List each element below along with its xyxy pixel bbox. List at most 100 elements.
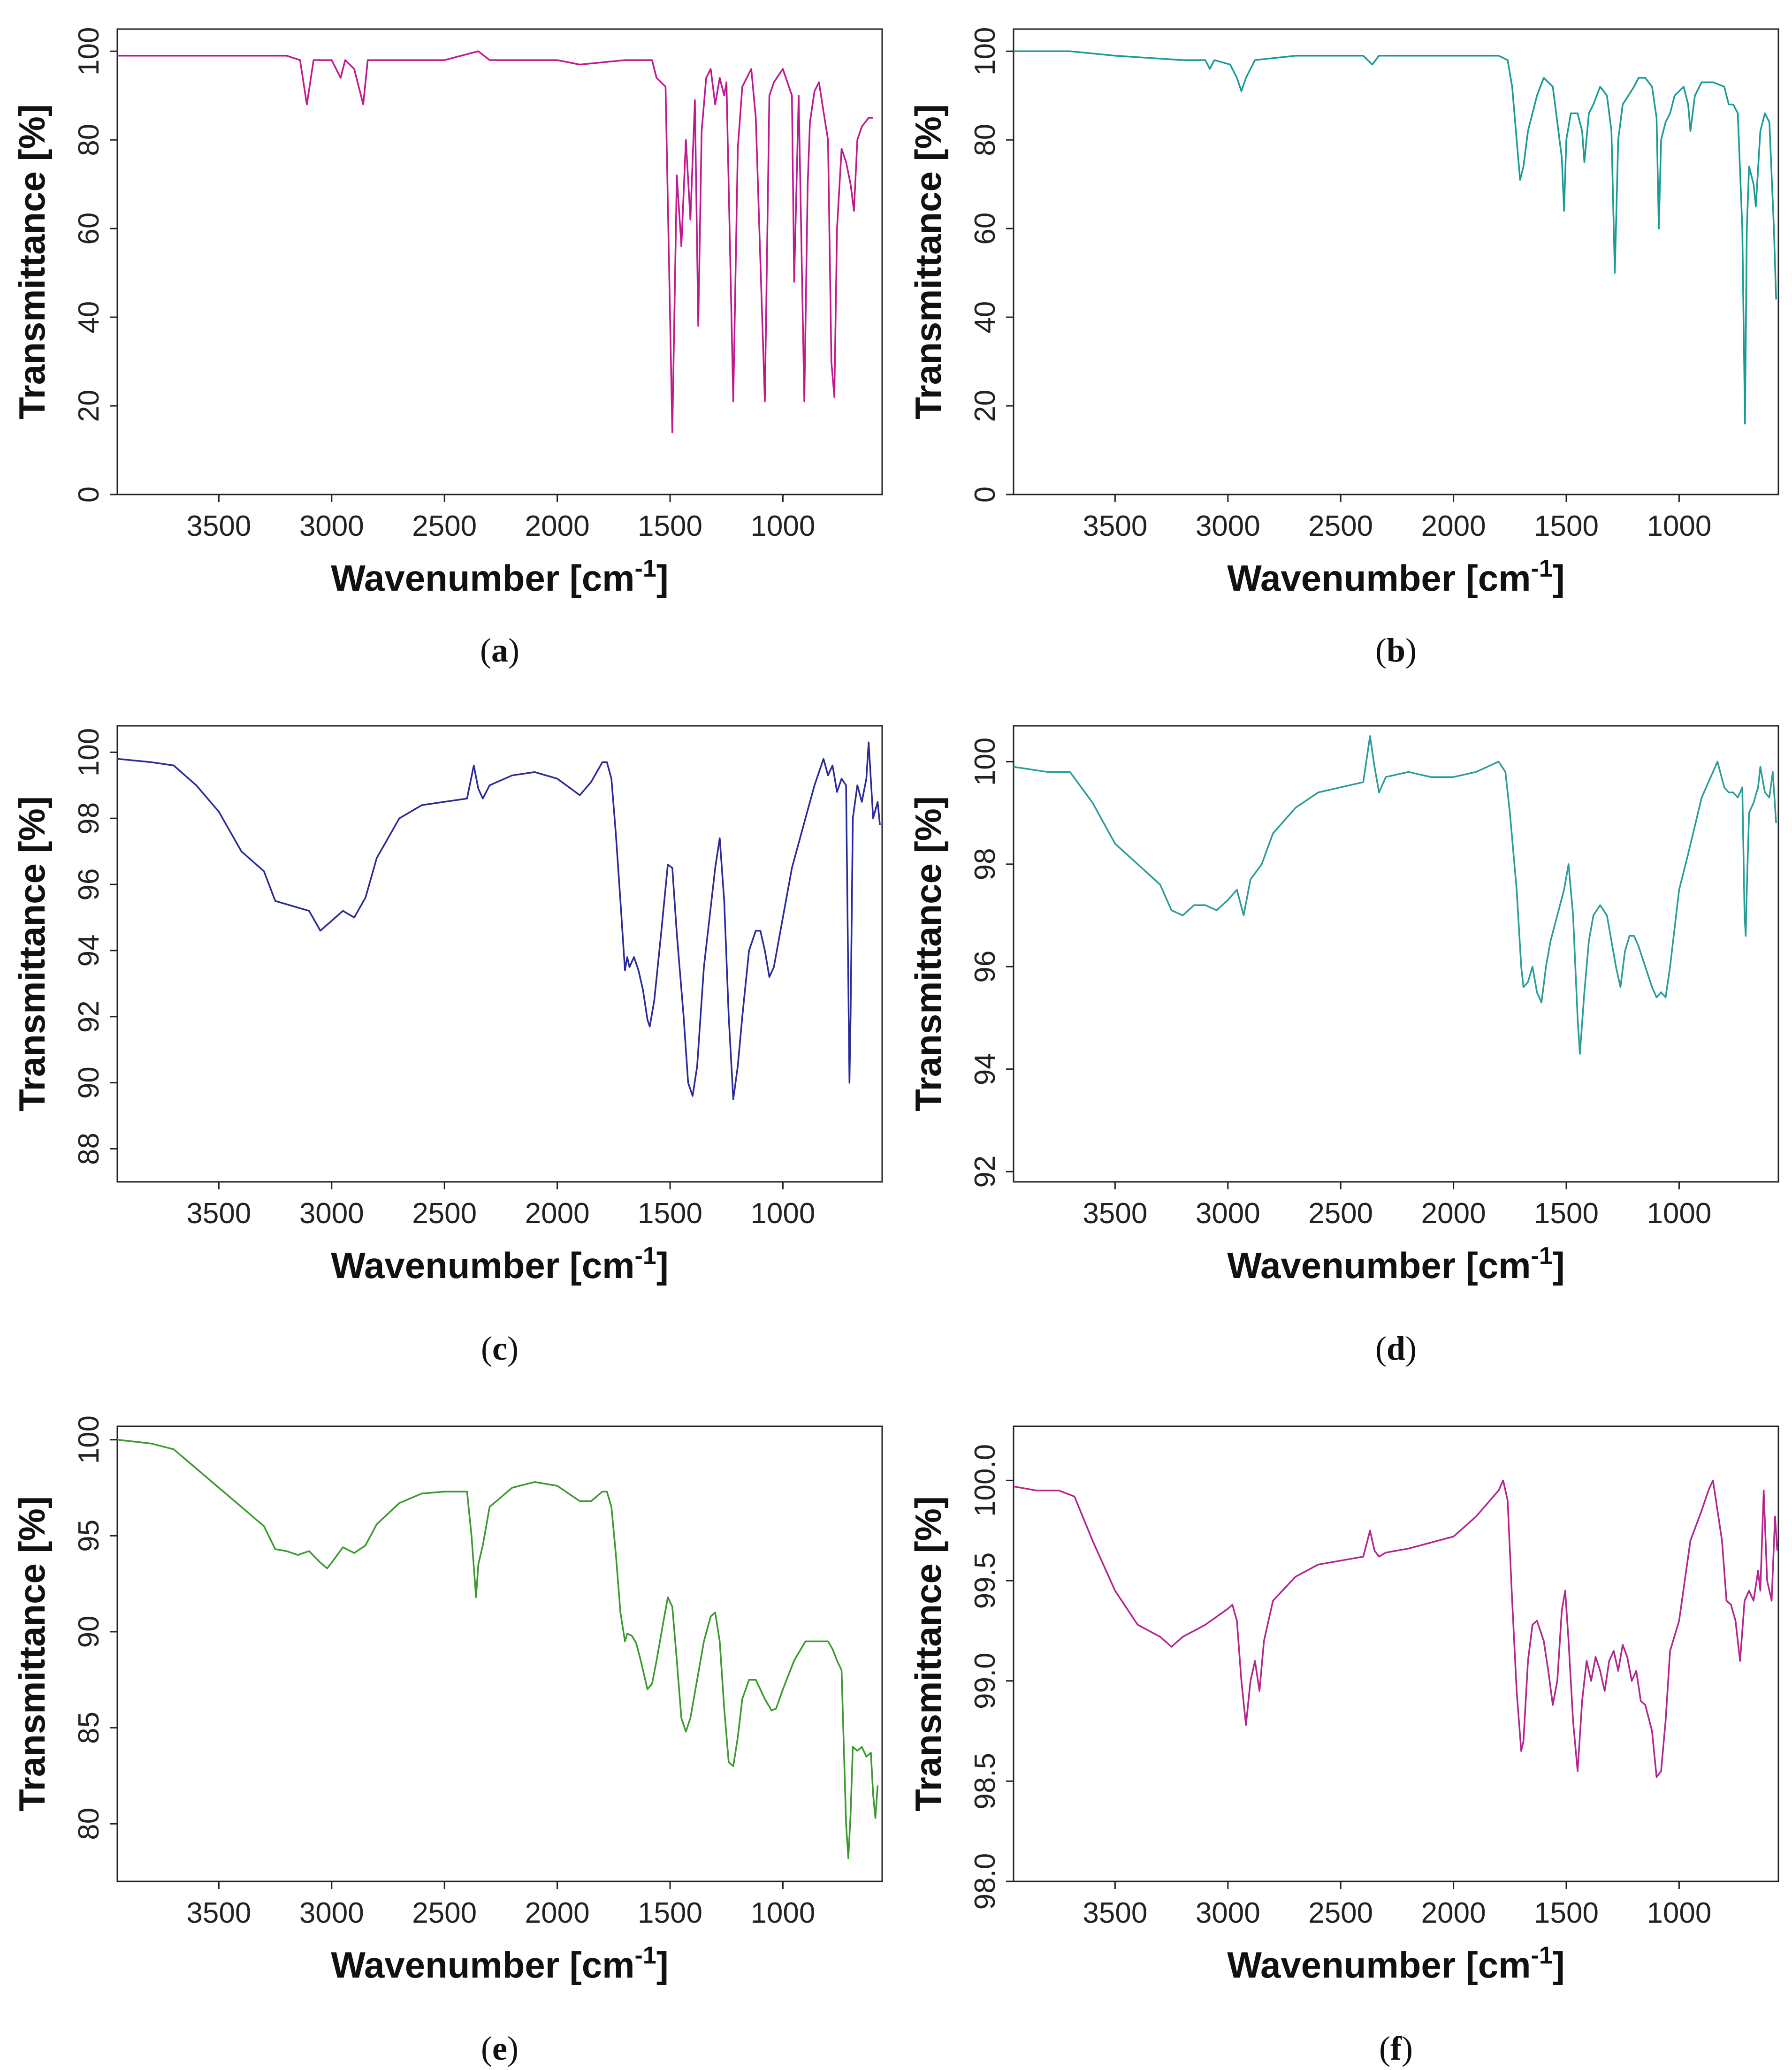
- plot-frame: [116, 1425, 883, 1882]
- y-tick-label: 60: [969, 213, 1001, 245]
- x-tick-label: 2500: [412, 1197, 477, 1230]
- series-line-f: [1013, 1479, 1778, 1778]
- y-tick-label: 98: [73, 802, 105, 835]
- x-tick-label: 2500: [1308, 1197, 1373, 1230]
- x-axis-label: Wavenumber [cm-1]: [331, 555, 669, 599]
- x-tick-label: 3000: [1196, 510, 1260, 542]
- panel-caption-b: (b): [1375, 632, 1417, 669]
- x-tick-label: 1000: [1647, 1197, 1711, 1230]
- series-line-a: [117, 50, 873, 434]
- x-tick-label: 2000: [525, 1197, 590, 1230]
- panel-caption-a: (a): [480, 632, 519, 669]
- plot-frame: [116, 28, 883, 495]
- panel-caption-f: (f): [1379, 2030, 1413, 2067]
- series-line-d: [1013, 735, 1777, 1055]
- x-tick-label: 3500: [1083, 1897, 1147, 1929]
- y-axis-label: Transmittance [%]: [11, 104, 53, 419]
- x-tick-label: 2000: [1421, 1197, 1486, 1230]
- panel-caption-d: (d): [1375, 1330, 1417, 1367]
- y-tick-label: 94: [73, 934, 105, 967]
- y-tick-label: 92: [73, 1000, 105, 1033]
- y-tick-label: 96: [73, 868, 105, 901]
- y-axis-label: Transmittance [%]: [11, 796, 53, 1111]
- y-tick-label: 100: [969, 738, 1001, 786]
- y-tick-label: 80: [73, 124, 105, 156]
- x-tick-label: 1500: [1534, 510, 1599, 542]
- y-axis-label: Transmittance [%]: [907, 1496, 949, 1811]
- y-tick-label: 60: [73, 213, 105, 245]
- x-tick-label: 3500: [1083, 510, 1147, 542]
- plot-frame: [1013, 1425, 1779, 1882]
- y-axis-label: Transmittance [%]: [907, 104, 949, 419]
- y-tick-label: 100: [73, 27, 105, 76]
- y-axis-label: Transmittance [%]: [907, 796, 949, 1111]
- x-tick-label: 1000: [750, 510, 815, 542]
- y-tick-label: 99.0: [969, 1652, 1001, 1709]
- x-tick-label: 3000: [299, 510, 364, 542]
- y-tick-label: 98.5: [969, 1753, 1001, 1810]
- x-tick-label: 1000: [1647, 1897, 1711, 1929]
- y-tick-label: 80: [969, 124, 1001, 156]
- y-tick-label: 0: [73, 487, 105, 502]
- x-tick-label: 1000: [750, 1197, 815, 1230]
- x-tick-label: 1000: [1647, 510, 1711, 542]
- x-tick-label: 1500: [638, 510, 702, 542]
- y-tick-label: 100: [969, 27, 1001, 76]
- x-tick-label: 2000: [525, 510, 590, 542]
- plot-frame: [1013, 725, 1779, 1183]
- x-tick-label: 2500: [412, 1897, 477, 1929]
- y-tick-label: 99.5: [969, 1552, 1001, 1609]
- y-tick-label: 20: [969, 390, 1001, 422]
- y-tick-label: 85: [73, 1712, 105, 1744]
- x-tick-label: 1500: [638, 1897, 702, 1929]
- y-tick-label: 0: [969, 487, 1001, 502]
- y-tick-label: 90: [73, 1066, 105, 1099]
- x-tick-label: 3500: [186, 1897, 251, 1929]
- plot-frame: [1013, 28, 1779, 495]
- panel-caption-e: (e): [481, 2030, 519, 2067]
- y-tick-label: 92: [969, 1156, 1001, 1188]
- y-tick-label: 98: [969, 848, 1001, 880]
- x-axis-label: Wavenumber [cm-1]: [1227, 1942, 1565, 1986]
- y-tick-label: 80: [73, 1808, 105, 1840]
- x-axis-label: Wavenumber [cm-1]: [1227, 555, 1565, 599]
- x-tick-label: 3500: [186, 510, 251, 542]
- x-tick-label: 2000: [1421, 510, 1486, 542]
- y-tick-label: 96: [969, 951, 1001, 983]
- x-axis-label: Wavenumber [cm-1]: [1227, 1242, 1565, 1286]
- x-tick-label: 2500: [412, 510, 477, 542]
- y-tick-label: 100.0: [969, 1444, 1001, 1517]
- y-tick-label: 95: [73, 1520, 105, 1552]
- x-tick-label: 2000: [1421, 1897, 1486, 1929]
- y-axis-label: Transmittance [%]: [11, 1496, 53, 1811]
- y-tick-label: 90: [73, 1615, 105, 1648]
- y-tick-label: 100: [73, 1416, 105, 1464]
- x-tick-label: 3000: [299, 1197, 364, 1230]
- series-line-e: [117, 1438, 879, 1859]
- y-tick-label: 98.0: [969, 1853, 1001, 1910]
- y-tick-label: 40: [969, 301, 1001, 334]
- plot-frame: [116, 725, 883, 1183]
- y-tick-label: 88: [73, 1133, 105, 1165]
- x-tick-label: 1500: [1534, 1197, 1599, 1230]
- x-tick-label: 3000: [1196, 1897, 1260, 1929]
- x-tick-label: 2000: [525, 1897, 590, 1929]
- x-tick-label: 1500: [638, 1197, 702, 1230]
- x-axis-label: Wavenumber [cm-1]: [331, 1942, 669, 1986]
- x-tick-label: 3500: [186, 1197, 251, 1230]
- series-line-b: [1014, 50, 1777, 425]
- y-tick-label: 20: [73, 390, 105, 422]
- x-tick-label: 2500: [1308, 510, 1373, 542]
- x-tick-label: 1500: [1534, 1897, 1599, 1929]
- y-tick-label: 40: [73, 301, 105, 334]
- x-tick-label: 3000: [299, 1897, 364, 1929]
- x-tick-label: 1000: [750, 1897, 815, 1929]
- y-tick-label: 100: [73, 728, 105, 776]
- x-tick-label: 3000: [1196, 1197, 1260, 1230]
